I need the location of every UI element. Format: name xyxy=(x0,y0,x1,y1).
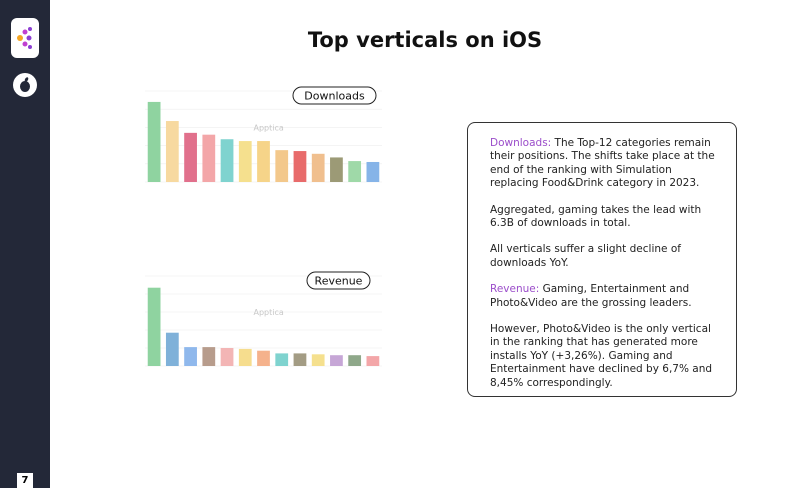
page-number: 7 xyxy=(17,473,33,488)
bar xyxy=(275,150,289,182)
bar xyxy=(257,141,270,182)
bar xyxy=(202,134,216,182)
bar xyxy=(238,141,252,182)
paragraph: Revenue: Gaming, Entertainment and Photo… xyxy=(490,283,716,310)
bar xyxy=(147,287,161,366)
bar xyxy=(202,347,216,366)
bar xyxy=(311,153,325,182)
bar xyxy=(366,161,380,182)
watermark: Apptica xyxy=(254,124,284,133)
chart-label-badge xyxy=(292,86,377,105)
bar xyxy=(184,347,197,366)
logo-icon xyxy=(17,27,32,49)
apple-icon[interactable] xyxy=(13,73,37,97)
bar xyxy=(257,350,270,366)
watermark: Apptica xyxy=(254,308,284,317)
bar xyxy=(220,139,234,182)
paragraph-text: All verticals suffer a slight decline of… xyxy=(490,243,681,269)
bar xyxy=(311,354,325,366)
bar xyxy=(348,161,362,182)
paragraph-text: Gaming, Entertainment and Photo&Video ar… xyxy=(490,283,692,309)
highlight: Downloads: xyxy=(490,137,552,149)
bar xyxy=(293,151,307,182)
bar xyxy=(220,348,234,366)
paragraph-text: The Top-12 categories remain their posit… xyxy=(490,137,715,190)
bar xyxy=(348,355,362,366)
bar xyxy=(330,157,343,182)
slide-title: Top verticals on iOS xyxy=(307,28,543,52)
chart-label: Downloads xyxy=(304,90,365,103)
sidebar: 7 xyxy=(0,0,50,488)
paragraph-text: Aggregated, gaming takes the lead with 6… xyxy=(490,203,702,230)
paragraph: Downloads: The Top-12 categories remain … xyxy=(490,137,716,191)
text-box: Downloads: The Top-12 categories remain … xyxy=(467,122,737,397)
bar xyxy=(275,353,289,366)
highlight: Revenue: xyxy=(490,283,540,296)
paragraph: All verticals suffer a slight decline of… xyxy=(490,243,716,270)
apple-glyph xyxy=(20,77,30,92)
chart-label: Revenue xyxy=(315,275,363,288)
bar xyxy=(293,353,307,366)
logo[interactable] xyxy=(11,18,39,58)
bar xyxy=(165,332,179,366)
bar xyxy=(147,101,161,182)
bar xyxy=(366,356,380,366)
bar xyxy=(330,355,343,366)
bar xyxy=(238,348,252,366)
bar xyxy=(184,132,197,182)
chart-label-badge xyxy=(306,271,371,290)
paragraph: However, Photo&Video is the only vertica… xyxy=(490,323,716,390)
bar xyxy=(165,121,179,182)
paragraph-text: However, Photo&Video is the only vertica… xyxy=(490,323,713,389)
paragraph: Aggregated, gaming takes the lead with 6… xyxy=(490,204,716,231)
